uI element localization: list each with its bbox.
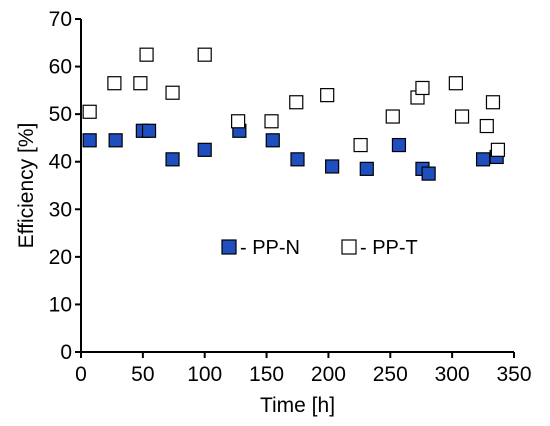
pp-t-point — [454, 109, 470, 124]
pp-t-point — [320, 88, 335, 103]
pp-n-point — [475, 152, 491, 167]
x-tick-label: 100 — [187, 363, 222, 386]
pp-t-point — [479, 118, 494, 134]
pp-t-point — [82, 104, 97, 119]
legend-marker-pp-t — [341, 239, 357, 255]
y-tick-label: 40 — [49, 151, 72, 174]
x-tick-label: 300 — [435, 363, 470, 386]
x-tick-label: 150 — [249, 363, 284, 386]
pp-t-point — [353, 137, 368, 153]
pp-t-point — [107, 76, 122, 91]
pp-t-point — [385, 109, 400, 124]
x-tick-label: 50 — [131, 363, 154, 386]
pp-t-point — [448, 76, 463, 91]
axes — [80, 19, 514, 353]
pp-t-point — [289, 95, 304, 110]
y-tick-label: 10 — [49, 293, 72, 316]
x-tick-label: 250 — [373, 363, 408, 386]
pp-t-point — [197, 47, 212, 62]
y-axis-title: Efficiency [%] — [15, 123, 38, 249]
pp-n-point — [421, 166, 436, 181]
pp-t-point — [415, 80, 430, 96]
legend-label-pp-n: - PP-N — [240, 237, 300, 259]
x-tick-label: 200 — [311, 363, 346, 386]
pp-n-point — [265, 133, 280, 148]
ticks: 0 50 100 150 200 250 300 350 0 10 20 30 40 50 60 70 — [49, 8, 532, 386]
pp-t-point — [165, 85, 180, 100]
pp-n-point — [165, 152, 180, 167]
pp-t-point — [139, 47, 154, 62]
x-tick-label: 350 — [496, 363, 531, 386]
pp-t-point — [490, 142, 506, 157]
pp-n-point — [391, 137, 407, 153]
pp-t-point — [231, 114, 246, 129]
pp-t-point — [264, 114, 279, 129]
y-tick-label: 50 — [49, 103, 72, 126]
pp-t-point — [133, 76, 148, 91]
y-tick-label: 30 — [49, 198, 72, 221]
pp-n-point — [108, 133, 123, 148]
pp-n-point — [197, 142, 212, 157]
x-axis-title: Time [h] — [260, 394, 335, 417]
pp-n-point — [325, 159, 340, 174]
y-tick-label: 0 — [60, 341, 72, 364]
y-tick-label: 20 — [49, 246, 72, 269]
pp-n-point — [141, 123, 157, 138]
legend: - PP-N - PP-T — [221, 237, 418, 259]
pp-n-point — [359, 161, 374, 176]
pp-n-point — [82, 133, 97, 148]
x-tick-label: 0 — [75, 363, 87, 386]
y-tick-label: 60 — [49, 56, 72, 79]
legend-label-pp-t: - PP-T — [360, 237, 418, 259]
y-tick-label: 70 — [49, 8, 72, 31]
legend-marker-pp-n — [221, 239, 237, 255]
data-points — [82, 47, 506, 181]
pp-t-point — [485, 95, 501, 110]
pp-n-point — [290, 152, 305, 167]
